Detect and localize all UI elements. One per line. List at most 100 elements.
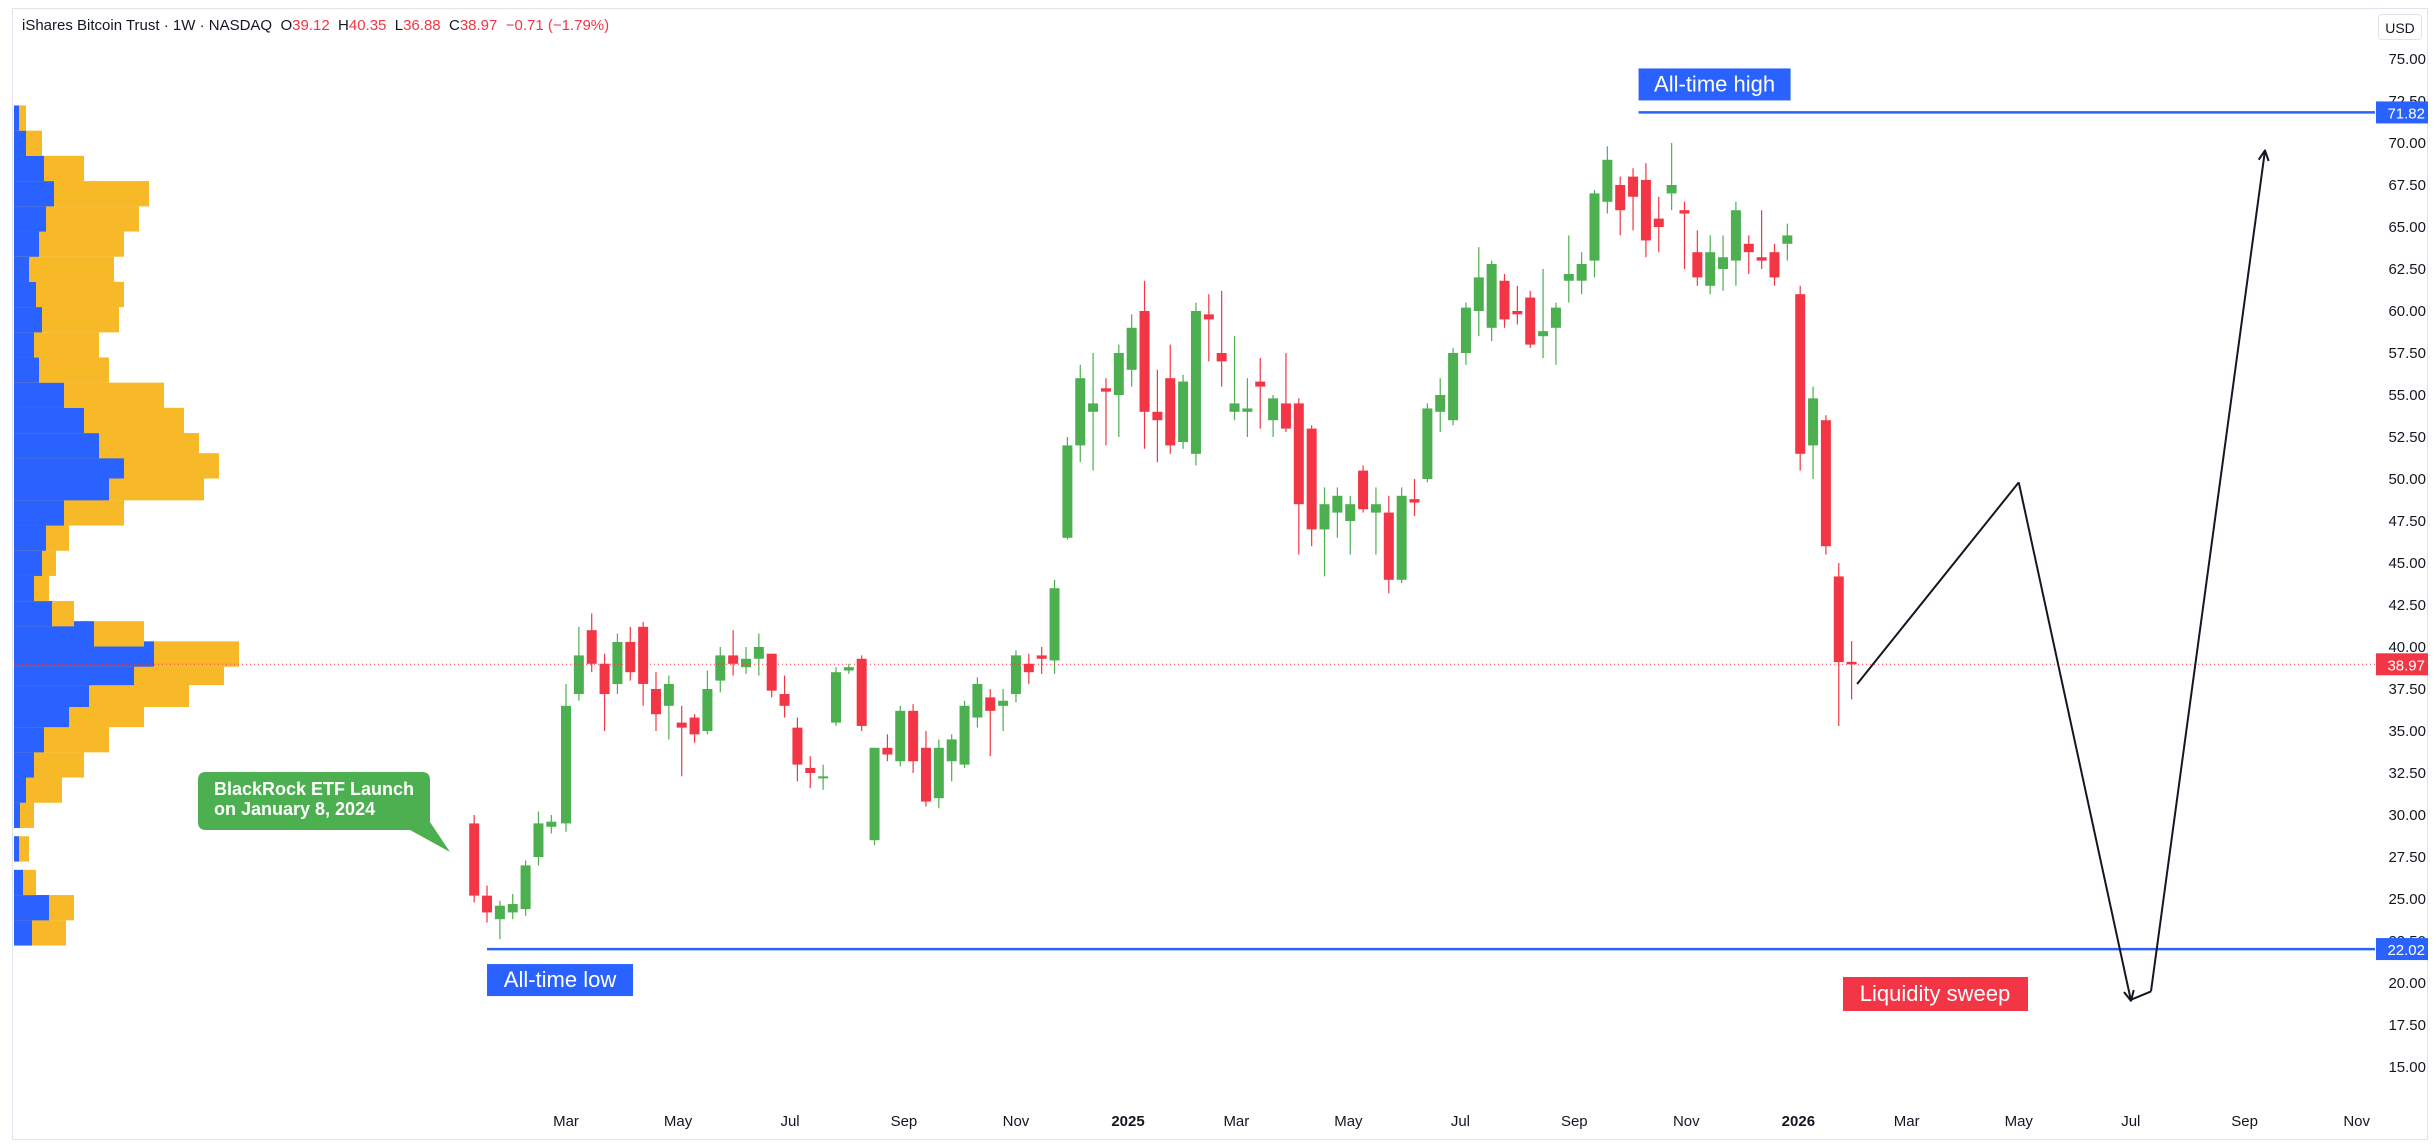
candle-body [895,710,906,762]
candle-body [1589,193,1600,261]
volume-profile-bin-a [14,802,20,828]
candle-body [1666,185,1677,194]
price-tick: 62.50 [2388,261,2426,278]
candle-body [546,821,557,827]
price-tick: 65.00 [2388,219,2426,236]
volume-profile-bin-a [14,105,19,131]
candle-body [1563,274,1574,281]
candle-body [1756,257,1767,261]
candle-body [1448,353,1459,421]
candle-body [1383,512,1394,580]
volume-profile-bin-a [14,206,46,232]
volume-profile-bin-a [14,525,46,551]
volume-profile-bin-a [14,130,26,156]
volume-profile-bin-b [14,256,114,282]
price-tick: 25.00 [2388,891,2426,908]
candle-body [818,776,829,779]
candle-body [1538,331,1549,337]
time-tick: Nov [1673,1113,1700,1130]
candle-body [1460,307,1471,353]
volume-profile-bin-a [14,357,39,383]
candle-body [507,904,518,913]
open-value: 39.12 [292,17,330,34]
candle-body [1396,495,1407,580]
volume-profile-bin-a [14,332,34,358]
last-price-badge [2376,653,2428,676]
candle-body [1473,277,1484,311]
currency-button[interactable]: USD [2378,14,2422,40]
low-value: 36.88 [403,17,441,34]
time-tick: May [1334,1113,1363,1130]
time-axis[interactable]: Mar May Jul Sep Nov 2025 Mar May Jul Sep Nov 2026 Ma… [553,1113,2370,1130]
last-price-text: 38.97 [2387,657,2425,674]
candle-body [1178,381,1189,443]
close-label: C [448,17,460,34]
candle-body [1345,504,1356,521]
candle-body [728,655,739,664]
launch-callout-bg [198,772,450,852]
candles [469,143,1857,940]
volume-profile-bin-a [14,727,44,753]
sweep-label-bg [1843,977,2028,1011]
price-tick: 55.00 [2388,387,2426,404]
price-tick: 27.50 [2388,849,2426,866]
candle-body [1268,398,1279,421]
sweep-label: Liquidity sweep [1860,981,2010,1006]
price-tick: 75.00 [2388,51,2426,68]
candle-body [715,655,726,681]
change-value: −0.71 (−1.79%) [505,17,610,34]
price-tick: 35.00 [2388,723,2426,740]
time-tick: Nov [2343,1113,2370,1130]
price-axis[interactable]: 75.0072.5070.0067.5065.0062.5060.0057.50… [2376,51,2428,1076]
candle-body [561,705,571,824]
candle-body [573,655,584,695]
candle-body [933,747,944,799]
candle-body [1743,243,1754,253]
price-tick: 15.00 [2388,1059,2426,1076]
atl-label: All-time low [504,967,617,992]
symbol-header: iShares Bitcoin Trust · 1W · NASDAQ O39.… [22,17,610,34]
levels [14,111,2375,951]
candle-body [1640,179,1651,241]
price-tick: 30.00 [2388,807,2426,824]
price-tick: 67.50 [2388,177,2426,194]
candle-body [1229,403,1240,412]
volume-profile-bin-a [14,500,64,526]
time-tick: Sep [1561,1113,1588,1130]
volume-profile-bin-a [14,550,42,576]
time-tick: Jul [780,1113,799,1130]
candle-body [612,641,623,684]
candle-body [1692,252,1703,278]
candle-body [1152,411,1163,421]
candle-body [1062,445,1073,538]
price-tick: 45.00 [2388,555,2426,572]
volume-profile-bin-a [14,475,109,501]
close-value: 38.97 [459,17,498,34]
candle-body [1499,280,1510,320]
time-tick: Sep [2231,1113,2258,1130]
time-tick: May [664,1113,693,1130]
candle-body [1100,388,1111,392]
volume-profile-bin-a [14,777,26,803]
volume-profile-bin-a [14,681,89,707]
candle-body [946,739,957,762]
time-tick: 2026 [1782,1113,1815,1130]
candle-body [1808,398,1819,446]
time-tick: Mar [553,1113,579,1130]
time-tick: Nov [1003,1113,1030,1130]
candle-body [1255,381,1266,387]
chart-frame [12,8,2428,1140]
candle-body [1718,257,1729,269]
projection-segment [2017,482,2131,999]
candle-body [1576,263,1587,281]
volume-profile-bin-a [14,155,44,182]
candle-body [1730,210,1741,261]
candle-body [1358,470,1369,510]
level-price-badge [2376,938,2428,961]
candle-body [1769,252,1780,278]
symbol-name[interactable]: iShares Bitcoin Trust [22,17,160,34]
candle-body [856,658,867,726]
candle-body [882,747,893,755]
timeframe[interactable]: 1W [172,17,196,34]
